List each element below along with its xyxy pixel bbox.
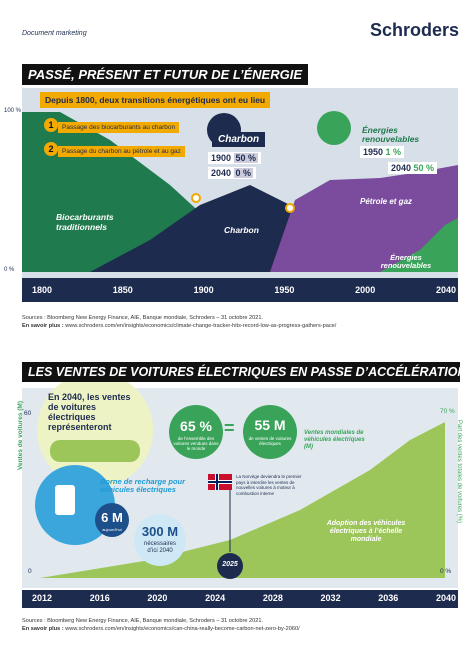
norway-text: La Norvège deviendra le premier pays à i… — [236, 474, 302, 496]
transition-marker — [191, 193, 201, 203]
year: 2040 — [211, 168, 232, 178]
transition-marker — [285, 203, 295, 213]
year-label: 1800 — [31, 285, 53, 295]
year-label: 2012 — [31, 593, 53, 603]
y-bottom: 0 % — [4, 267, 15, 273]
charger-need: 300 M — [141, 524, 179, 539]
year: 1900 — [211, 153, 232, 163]
year-label: 2016 — [89, 593, 110, 603]
year-label: 1900 — [193, 285, 214, 295]
year: 2040 — [391, 163, 412, 173]
more: En savoir plus : www.schroders.com/en/in… — [22, 626, 300, 632]
renewables-area — [380, 218, 458, 272]
step-number: 1 — [44, 118, 58, 132]
renew-row: 1950 1 % — [360, 146, 405, 158]
more-url: www.schroders.com/en/insights/economics/… — [65, 323, 337, 329]
area-label: Énergies renouvelables — [380, 253, 432, 270]
more-label: En savoir plus : — [22, 323, 64, 329]
more-url: www.schroders.com/en/insights/economics/… — [65, 626, 300, 632]
year: 1950 — [363, 147, 384, 157]
renew-row: 2040 50 % — [388, 162, 438, 174]
year-label: 2024 — [205, 593, 226, 603]
more-label: En savoir plus : — [22, 626, 64, 632]
step-text: Passage du charbon au pétrole et au gaz — [58, 146, 185, 157]
wind-icon — [317, 111, 351, 145]
car-icon — [50, 440, 140, 462]
year-circle — [217, 553, 243, 579]
year-label: 1850 — [112, 285, 133, 295]
adoption-area — [40, 422, 445, 578]
share: 65 % — [180, 418, 212, 434]
series-label: Ventes mondiales de véhicules électrique… — [304, 430, 365, 450]
year-label: 2032 — [320, 593, 341, 603]
year-label: 2000 — [355, 285, 376, 295]
more: En savoir plus : www.schroders.com/en/in… — [22, 323, 336, 329]
value: 1 % — [385, 147, 402, 157]
adoption-label: Adoption des véhicules électriques à l’é… — [326, 520, 406, 543]
left-bottom: 0 — [28, 568, 32, 575]
right-axis: Part des ventes totales de voitures (%) — [456, 420, 462, 524]
value: 50 % — [413, 163, 435, 173]
step-text: Passage des biocarburants au charbon — [58, 122, 180, 133]
sales-text: de ventes de voitures électriques — [248, 436, 292, 446]
year-label: 2040 — [435, 593, 457, 603]
charger-now: 6 M — [101, 510, 123, 525]
norway-year: 2025 — [222, 561, 238, 568]
year-label: 2036 — [378, 593, 399, 603]
intro: En 2040, les ventes de voitures électriq… — [48, 392, 131, 432]
share-text: de l’ensemble des voitures vendues dans … — [173, 436, 219, 451]
oil-gas-area — [270, 165, 458, 272]
year-label: 2020 — [147, 593, 168, 603]
coal-row: 2040 0 % — [208, 167, 257, 179]
sources: Sources : Bloomberg New Energy Finance, … — [22, 618, 263, 624]
y-top: 100 % — [4, 108, 22, 114]
step-number: 2 — [44, 142, 58, 156]
subtitle: Depuis 1800, deux transitions énergétiqu… — [40, 92, 271, 108]
charger-need-text: nécessaires d’ici 2040 — [143, 541, 176, 554]
sales-circle — [243, 405, 297, 459]
right-top: 70 % — [440, 408, 455, 415]
left-axis: Ventes de voitures (M) — [17, 401, 24, 470]
sales: 55 M — [254, 417, 286, 433]
sources: Sources : Bloomberg New Energy Finance, … — [22, 315, 263, 321]
norway-flag-cross — [208, 481, 232, 483]
charger-now-text: aujourd’hui — [102, 527, 122, 532]
charger-icon — [55, 485, 75, 515]
charger-need-circle — [134, 514, 186, 566]
charger-now-circle — [95, 503, 129, 537]
value: 0 % — [233, 168, 254, 178]
year-label: 2028 — [262, 593, 283, 603]
coal-row: 1900 50 % — [208, 152, 262, 164]
left-top: 60 — [24, 410, 32, 417]
year-label: 2040 — [435, 285, 457, 295]
area-label: Pétrole et gaz — [360, 197, 413, 206]
equals: = — [224, 418, 235, 438]
value: 50 % — [233, 153, 259, 163]
area-label: Biocarburants traditionnels — [56, 212, 114, 232]
energy-axis-band — [22, 278, 458, 302]
section-title: LES VENTES DE VOITURES ÉLECTRIQUES EN PA… — [22, 362, 466, 382]
ev-axis-band — [22, 590, 458, 608]
area-label: Charbon — [224, 225, 259, 235]
renew-box-title: Énergies renouvelables — [362, 125, 420, 144]
share-circle — [169, 405, 223, 459]
charger-title: Borne de recharge pour véhicules électri… — [100, 477, 186, 494]
year-label: 1950 — [274, 285, 295, 295]
doc-label: Document marketing — [22, 30, 87, 37]
right-bottom: 0 % — [440, 568, 452, 575]
section-title: PASSÉ, PRÉSENT ET FUTUR DE L’ÉNERGIE — [22, 64, 308, 85]
coal-box-title: Charbon — [212, 132, 266, 147]
brand: Schroders — [370, 20, 460, 40]
